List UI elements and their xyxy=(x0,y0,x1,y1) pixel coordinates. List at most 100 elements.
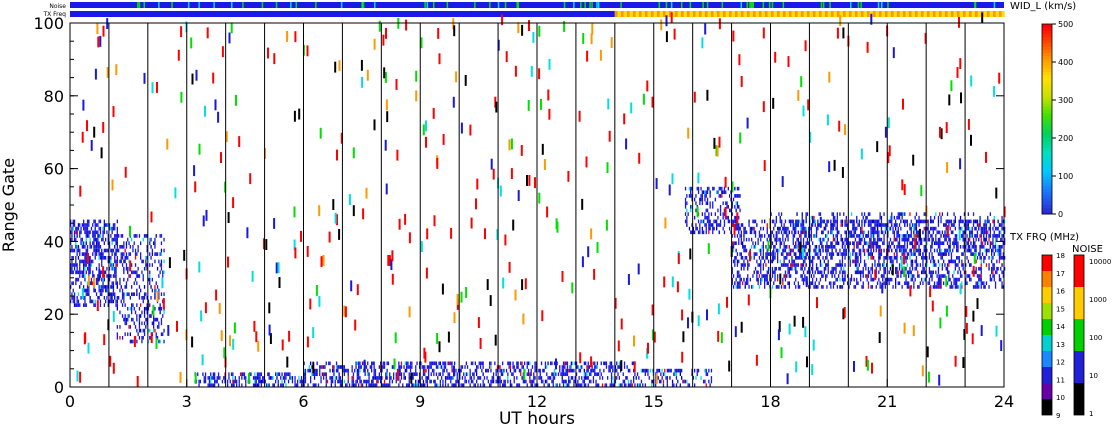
scatter-cell xyxy=(870,226,872,231)
tx-strip-high xyxy=(941,11,945,17)
scatter-cell xyxy=(116,241,118,246)
width-colorbar-step xyxy=(1042,134,1052,139)
scatter-cell xyxy=(150,245,152,249)
scatter-cell xyxy=(889,237,892,242)
scatter-cell xyxy=(644,372,646,377)
scatter-cell xyxy=(328,361,330,366)
scatter-cell xyxy=(871,241,873,246)
scatter-cell xyxy=(254,372,256,377)
scatter-cell xyxy=(935,241,937,246)
scatter-cell xyxy=(343,379,345,384)
scatter-cell xyxy=(886,256,888,260)
scatter-cell xyxy=(780,241,783,246)
scatter-cell xyxy=(422,368,425,373)
scatter-cell xyxy=(613,379,615,384)
scatter-cell xyxy=(106,18,109,29)
scatter-cell xyxy=(730,230,732,235)
scatter-cell xyxy=(714,197,716,202)
scatter-cell xyxy=(665,15,668,27)
scatter-cell xyxy=(801,274,803,278)
scatter-cell xyxy=(883,259,885,264)
scatter-cell xyxy=(839,263,841,267)
scatter-cell xyxy=(813,215,815,220)
scatter-cell xyxy=(451,361,453,366)
scatter-cell xyxy=(783,256,785,260)
scatter-cell xyxy=(383,379,386,384)
scatter-cell xyxy=(377,379,379,384)
scatter-cell xyxy=(107,277,109,282)
scatter-cell xyxy=(900,248,902,253)
scatter-cell xyxy=(860,241,862,246)
scatter-cell xyxy=(810,215,812,220)
scatter-cell xyxy=(692,230,694,235)
scatter-cell xyxy=(760,263,762,267)
scatter-cell xyxy=(744,248,746,253)
scatter-cell xyxy=(801,230,803,235)
scatter-cell xyxy=(856,263,858,267)
scatter-cell xyxy=(740,266,742,271)
scatter-cell xyxy=(665,376,667,380)
scatter-cell xyxy=(896,274,898,278)
scatter-cell xyxy=(882,241,884,246)
scatter-cell xyxy=(900,274,902,278)
scatter-cell xyxy=(998,72,1001,84)
scatter-cell xyxy=(112,310,115,322)
scatter-cell xyxy=(704,190,706,195)
scatter-cell xyxy=(342,365,344,369)
scatter-cell xyxy=(533,372,535,377)
tx-strip-high xyxy=(743,11,747,17)
scatter-cell xyxy=(786,226,788,231)
tx-strip-high xyxy=(896,11,900,17)
scatter-cell xyxy=(578,110,581,122)
scatter-cell xyxy=(887,230,889,235)
scatter-cell xyxy=(333,365,335,369)
tx-strip-high xyxy=(728,11,732,17)
scatter-cell xyxy=(177,49,180,61)
scatter-cell xyxy=(819,237,822,242)
scatter-cell xyxy=(913,234,915,238)
scatter-cell xyxy=(948,252,950,256)
scatter-cell xyxy=(402,383,404,388)
scatter-cell xyxy=(204,379,207,384)
scatter-cell xyxy=(758,248,761,253)
scatter-cell xyxy=(767,270,770,275)
scatter-cell xyxy=(867,230,870,235)
scatter-cell xyxy=(992,256,994,260)
scatter-cell xyxy=(605,365,608,369)
scatter-cell xyxy=(734,281,736,286)
scatter-cell xyxy=(386,368,388,373)
tx-strip-high xyxy=(716,11,720,17)
scatter-cell xyxy=(873,234,875,238)
scatter-cell xyxy=(123,252,125,256)
scatter-cell xyxy=(728,360,731,372)
scatter-cell xyxy=(631,361,633,366)
scatter-cell xyxy=(771,270,774,275)
scatter-cell xyxy=(627,379,630,384)
scatter-cell xyxy=(128,292,130,297)
scatter-cell xyxy=(473,383,475,388)
scatter-cell xyxy=(85,256,87,260)
scatter-cell xyxy=(690,186,692,191)
scatter-cell xyxy=(72,219,74,224)
scatter-cell xyxy=(830,241,832,246)
scatter-cell xyxy=(119,277,121,282)
scatter-cell xyxy=(980,285,982,289)
scatter-cell xyxy=(140,288,142,293)
scatter-cell xyxy=(344,306,347,318)
scatter-cell xyxy=(570,368,572,373)
scatter-cell xyxy=(561,376,563,380)
scatter-cell xyxy=(87,275,90,287)
tx-strip-high xyxy=(767,11,771,17)
tx-strip-high xyxy=(977,11,981,17)
scatter-cell xyxy=(693,91,696,103)
scatter-cell xyxy=(102,226,104,231)
scatter-cell xyxy=(568,379,570,384)
scatter-cell xyxy=(437,376,439,380)
scatter-cell xyxy=(88,234,90,238)
scatter-cell xyxy=(156,317,159,322)
scatter-cell xyxy=(83,252,85,256)
scatter-cell xyxy=(884,285,886,289)
scatter-cell xyxy=(500,368,502,373)
scatter-cell xyxy=(944,237,946,242)
scatter-cell xyxy=(102,256,104,260)
